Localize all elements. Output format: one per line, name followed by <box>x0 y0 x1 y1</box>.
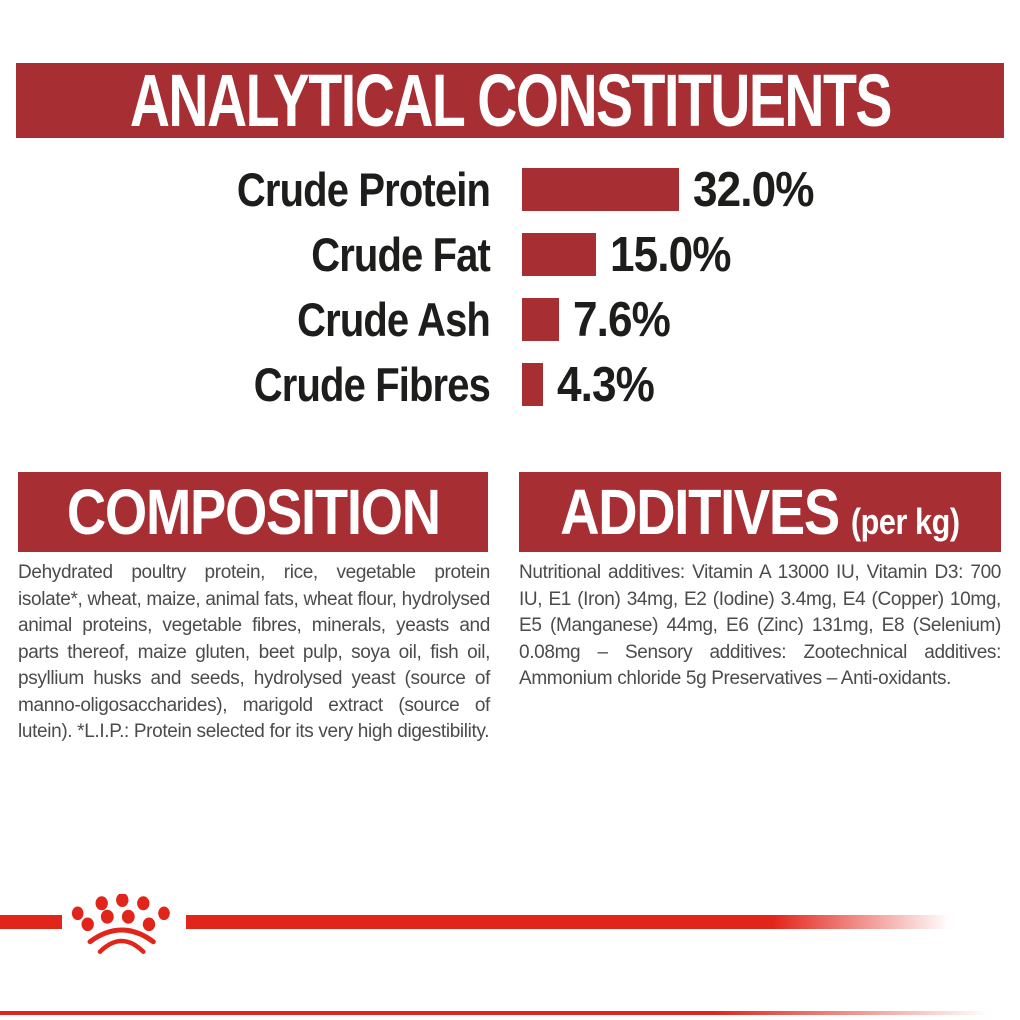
composition-title: COMPOSITION <box>66 476 441 548</box>
footer-bottom-rule <box>0 1011 1020 1015</box>
additives-banner: ADDITIVES (per kg) <box>519 472 1001 552</box>
additives-text: Nutritional additives: Vitamin A 13000 I… <box>519 562 1001 689</box>
chart-row-crude-fibres: Crude Fibres 4.3% <box>0 358 665 412</box>
composition-banner: COMPOSITION <box>18 472 488 552</box>
composition-text: Dehydrated poultry protein, rice, vegeta… <box>18 562 490 742</box>
chart-row-crude-ash: Crude Ash 7.6% <box>0 293 681 347</box>
chart-value-label: 4.3% <box>557 357 655 412</box>
royal-canin-crown-paw-icon <box>71 894 170 954</box>
chart-category-label: Crude Ash <box>297 293 491 346</box>
chart-value-label: 32.0% <box>692 162 814 217</box>
chart-row-crude-protein: Crude Protein 32.0% <box>0 163 827 217</box>
additives-title-main: ADDITIVES <box>560 476 840 548</box>
chart-value-label: 15.0% <box>609 227 731 282</box>
additives-title: ADDITIVES (per kg) <box>560 475 960 549</box>
chart-bar-crude-fat <box>522 233 596 276</box>
footer-rule-right <box>186 915 958 929</box>
chart-bar-crude-ash <box>522 298 560 341</box>
chart-category-label: Crude Fat <box>311 228 491 281</box>
chart-bar-crude-fibres <box>522 363 544 406</box>
footer-rule-left <box>0 915 62 929</box>
additives-per-kg-label: (per kg) <box>850 501 960 542</box>
analytical-constituents-banner: ANALYTICAL CONSTITUENTS <box>16 59 1004 142</box>
chart-category-label: Crude Fibres <box>253 358 491 411</box>
chart-row-crude-fat: Crude Fat 15.0% <box>0 228 743 282</box>
analytical-constituents-title: ANALYTICAL CONSTITUENTS <box>129 59 892 142</box>
chart-category-label: Crude Protein <box>236 163 491 216</box>
chart-value-label: 7.6% <box>573 292 671 347</box>
chart-bar-crude-protein <box>522 168 679 211</box>
